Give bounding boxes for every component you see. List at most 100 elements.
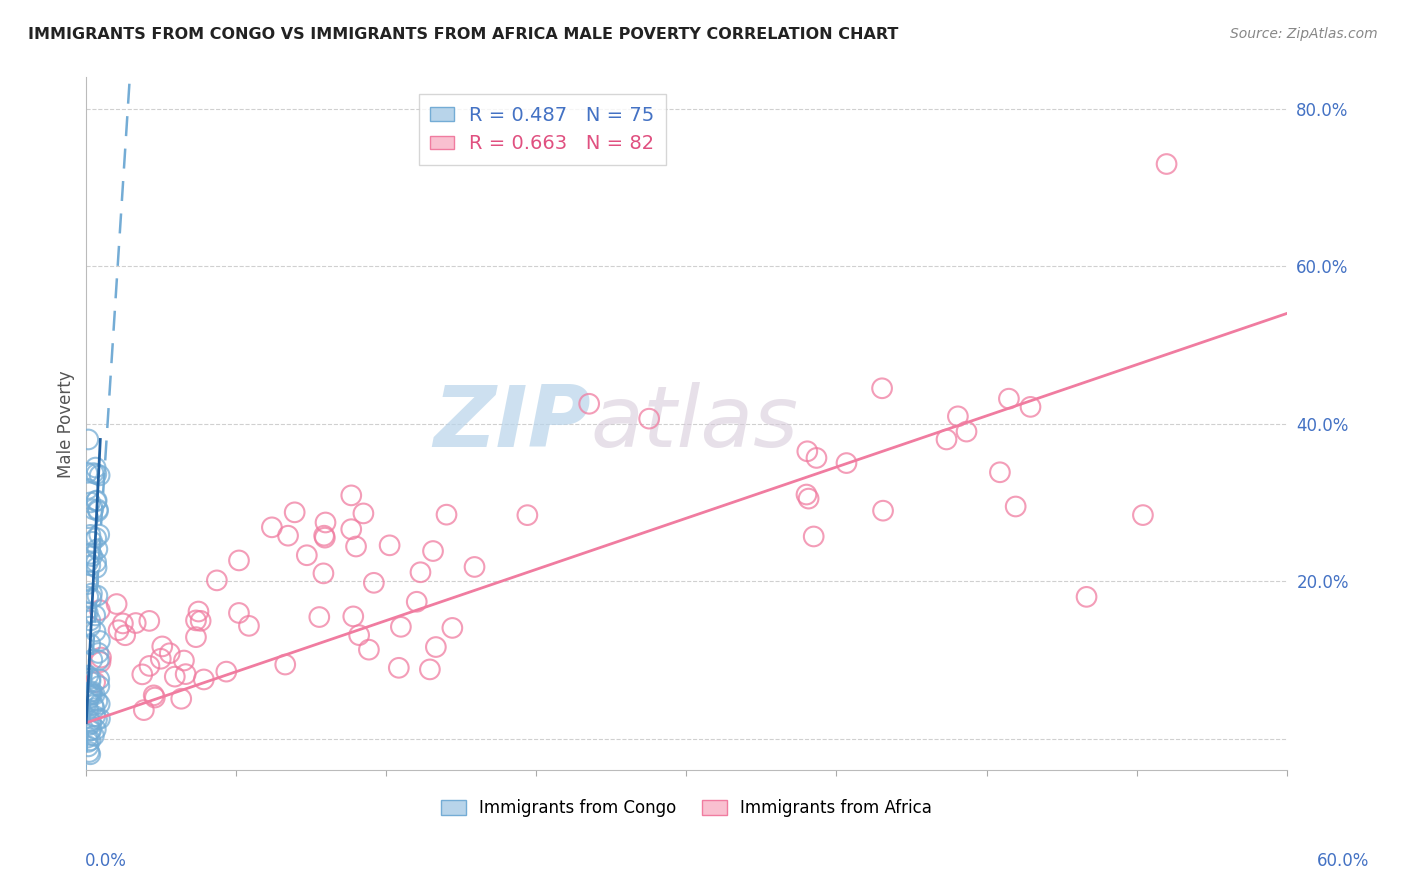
Point — [80, 547, 103, 561]
Point — [1132, 508, 1154, 522]
Point — [314, 531, 336, 545]
Point — [1076, 590, 1098, 604]
Point — [77, 735, 100, 749]
Point — [77, 555, 100, 569]
Point — [80, 684, 103, 698]
Point — [159, 646, 181, 660]
Point — [806, 450, 828, 465]
Point — [638, 411, 661, 425]
Point — [77, 688, 100, 702]
Point — [79, 558, 101, 573]
Point — [107, 624, 129, 638]
Point — [89, 679, 111, 693]
Point — [173, 654, 195, 668]
Point — [76, 731, 98, 745]
Point — [76, 577, 98, 591]
Point — [138, 614, 160, 628]
Point — [80, 723, 103, 738]
Point — [955, 425, 977, 439]
Point — [295, 548, 318, 562]
Point — [184, 614, 207, 628]
Point — [86, 560, 108, 574]
Point — [89, 634, 111, 648]
Point — [132, 703, 155, 717]
Point — [82, 687, 104, 701]
Point — [89, 712, 111, 726]
Point — [84, 723, 107, 737]
Point — [84, 460, 107, 475]
Point — [125, 615, 148, 630]
Point — [77, 433, 100, 447]
Point — [441, 621, 464, 635]
Point — [79, 688, 101, 702]
Point — [312, 566, 335, 581]
Point — [86, 542, 108, 557]
Point — [796, 487, 818, 501]
Point — [946, 409, 969, 424]
Point — [174, 667, 197, 681]
Point — [84, 494, 107, 508]
Point — [79, 674, 101, 689]
Point — [83, 701, 105, 715]
Point — [419, 662, 441, 676]
Point — [77, 482, 100, 496]
Point — [184, 630, 207, 644]
Point — [149, 652, 172, 666]
Point — [89, 603, 111, 617]
Point — [87, 504, 110, 518]
Point — [86, 694, 108, 708]
Text: Source: ZipAtlas.com: Source: ZipAtlas.com — [1230, 27, 1378, 41]
Point — [998, 392, 1021, 406]
Point — [277, 529, 299, 543]
Point — [340, 522, 363, 536]
Point — [77, 590, 100, 604]
Point — [86, 712, 108, 726]
Point — [79, 685, 101, 699]
Point — [82, 534, 104, 549]
Point — [111, 616, 134, 631]
Point — [82, 698, 104, 712]
Point — [77, 511, 100, 525]
Point — [86, 467, 108, 482]
Point — [83, 729, 105, 743]
Point — [988, 465, 1011, 479]
Point — [87, 653, 110, 667]
Point — [105, 597, 128, 611]
Point — [84, 675, 107, 690]
Point — [170, 691, 193, 706]
Point — [870, 381, 893, 395]
Point — [238, 619, 260, 633]
Point — [79, 495, 101, 509]
Point — [163, 670, 186, 684]
Point — [89, 468, 111, 483]
Point — [79, 672, 101, 686]
Point — [425, 640, 447, 654]
Point — [1019, 400, 1042, 414]
Point — [228, 553, 250, 567]
Point — [84, 555, 107, 569]
Point — [138, 659, 160, 673]
Point — [308, 610, 330, 624]
Point — [89, 527, 111, 541]
Point — [215, 665, 238, 679]
Point — [409, 566, 432, 580]
Point — [76, 466, 98, 480]
Point — [315, 516, 337, 530]
Point — [86, 493, 108, 508]
Point — [274, 657, 297, 672]
Point — [89, 672, 111, 686]
Point — [150, 640, 173, 654]
Point — [79, 714, 101, 729]
Point — [284, 505, 307, 519]
Point — [84, 709, 107, 723]
Point — [77, 668, 100, 682]
Point — [86, 589, 108, 603]
Point — [405, 595, 427, 609]
Point — [378, 538, 401, 552]
Point — [872, 504, 894, 518]
Point — [89, 655, 111, 669]
Point — [77, 718, 100, 732]
Point — [87, 646, 110, 660]
Point — [79, 637, 101, 651]
Point — [76, 695, 98, 709]
